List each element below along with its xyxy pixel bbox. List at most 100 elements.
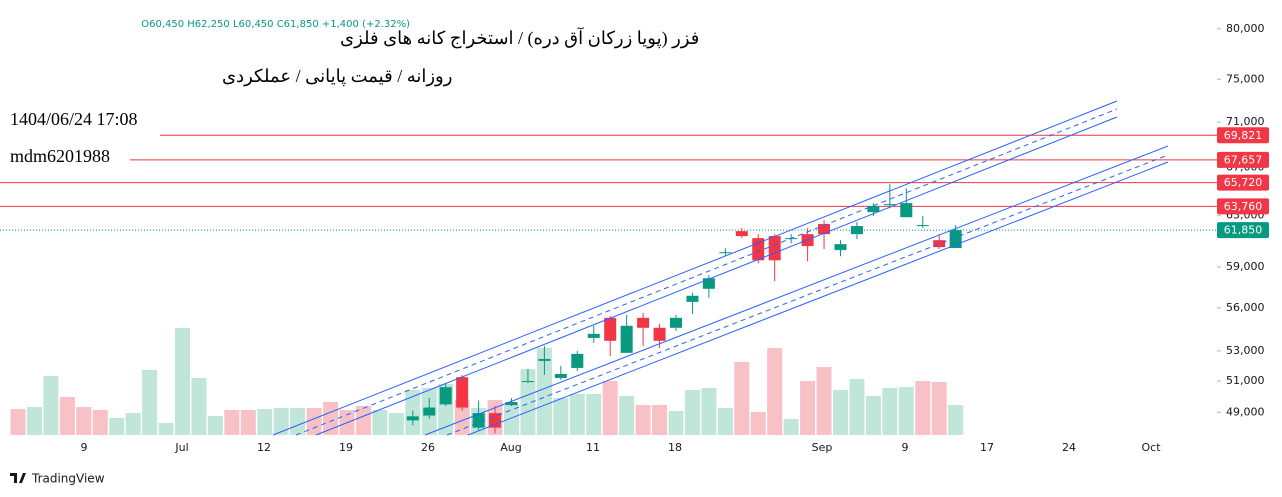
trend-line [446,154,1169,436]
volume-bar [76,407,92,435]
price-tag [1217,222,1269,239]
volume-bar [109,418,125,435]
trend-line [467,161,1169,436]
volume-bar [619,396,635,435]
candle-body [933,240,946,248]
volume-bar [717,408,733,435]
candle-body [735,231,748,237]
candle-body [916,225,929,227]
price-tag-label: 61,850 [1224,224,1263,237]
price-tag-label: 69,821 [1224,129,1263,142]
volume-bar [142,370,158,435]
volume-bar [602,381,618,435]
trend-line [272,100,1118,436]
volume-bar [833,390,848,435]
volume-bar [290,408,306,435]
x-tick-label: Jul [174,441,188,454]
y-tick-label: 59,000 [1226,260,1265,273]
candle-body [538,358,551,361]
volume-bar [125,413,141,435]
x-tick-label: Sep [812,441,833,454]
candle-body [637,317,650,328]
volume-bar [372,410,388,435]
volume-bar [734,362,750,435]
candle-body [554,373,567,378]
volume-bar [388,413,404,435]
candle-body [620,325,633,353]
y-tick-label: 75,000 [1226,72,1265,85]
candle-body [867,206,880,213]
volume-bar [207,416,223,435]
volume-bar [355,406,371,435]
channels [272,100,1169,436]
volume-bar [800,381,816,435]
volume-bar [915,381,931,435]
y-tick-label: 71,000 [1226,115,1265,128]
candle-body [406,416,419,421]
annotation: 1404/06/24 17:08 [10,109,138,129]
volume-bar [240,410,256,435]
candle-body [834,244,847,251]
x-tick-label: 11 [586,441,600,454]
volume-bar [767,348,783,435]
price-tag [1217,174,1269,191]
volume-bar [158,423,174,435]
volume-bar [635,405,651,435]
candle-body [900,203,913,218]
candle-body [883,204,896,206]
volume-bar [750,412,766,435]
volume-bar [10,409,26,435]
x-tick-label: 17 [980,441,994,454]
volume-bar [816,367,832,435]
y-tick-label: 51,000 [1226,374,1265,387]
annotation: mdm6201988 [10,146,110,166]
volume-bar [257,409,273,435]
price-tag [1217,198,1269,215]
y-tick-label: 56,000 [1226,301,1265,314]
volume-bar [684,390,700,435]
trend-line [295,108,1118,436]
volume-bar [652,405,668,435]
trend-line [315,116,1118,436]
volume-bar [175,328,190,435]
candle-body [604,317,617,341]
price-tag-label: 63,760 [1224,200,1263,213]
volume-bar [454,400,470,435]
volume-bar [569,394,585,435]
price-tag [1217,127,1269,144]
x-tick-label: 9 [81,441,88,454]
volume-bar [865,396,881,435]
volume-bar [668,411,684,435]
y-tick-label: 80,000 [1226,22,1265,35]
volume-bar [898,387,914,435]
candle-body [423,407,436,416]
y-tick-label: 53,000 [1226,344,1265,357]
volume-bar [586,394,602,435]
x-tick-label: Aug [500,441,521,454]
candle-body [686,295,699,302]
x-tick-label: 9 [902,441,909,454]
volume-bar [504,405,519,435]
candle-body [719,252,732,254]
volume-bar [783,419,799,435]
logo: TradingView [10,472,105,486]
volume-bar [882,388,898,435]
volume-bar [701,388,717,435]
candle-body [850,226,863,235]
price-tag-label: 67,657 [1224,153,1263,166]
chart-subtitle: روزانه / قیمت پایانی / عملکردی [222,66,452,87]
candle-body [456,377,469,408]
ohlc-legend: O60,450 H62,250 L60,450 C61,850 +1,400 (… [141,19,410,30]
candle-body [571,353,584,368]
x-tick-label: 18 [668,441,682,454]
volume-bar [92,410,108,435]
volume-bar [224,410,240,435]
candle-body [587,333,600,338]
volume-bar [323,402,339,435]
volume-bar [306,408,322,435]
x-tick-label: 19 [339,441,353,454]
volume-bar [273,408,289,435]
volume-bar [948,405,964,435]
volume-bar [26,407,42,435]
